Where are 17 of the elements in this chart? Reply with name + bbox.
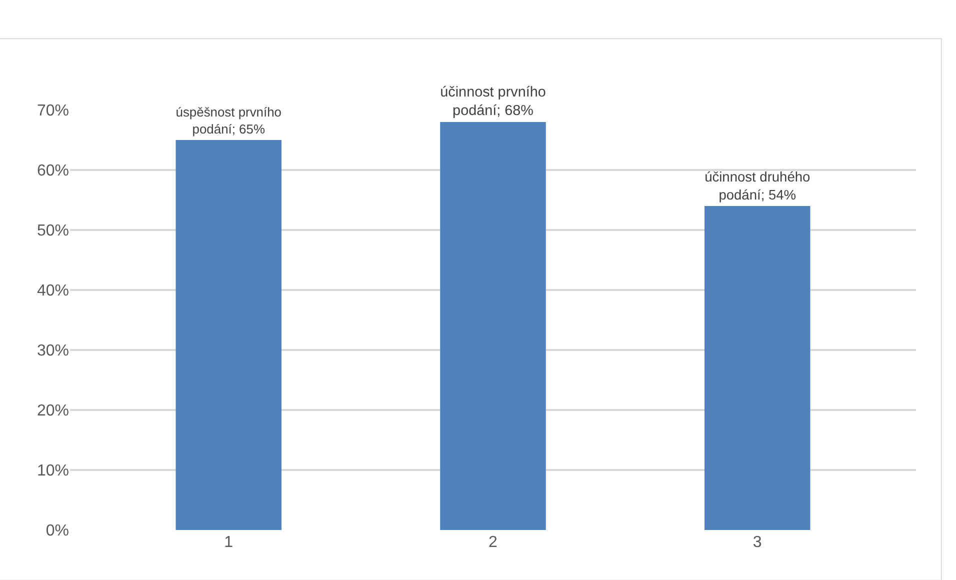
bar [704, 206, 810, 530]
bar [440, 122, 546, 530]
data-label: účinnost druhého podání; 54% [704, 169, 811, 202]
y-tick-label: 20% [36, 402, 69, 420]
y-tick-label: 70% [36, 102, 69, 120]
y-tick-label: 30% [36, 342, 69, 360]
x-tick-label: 3 [752, 534, 762, 551]
y-tick-label: 40% [36, 282, 69, 300]
y-tick-label: 10% [36, 462, 69, 480]
y-tick-label: 0% [46, 522, 69, 540]
x-tick-label: 2 [488, 534, 498, 551]
data-label: úspěšnost prvního podání; 65% [176, 104, 282, 137]
bar [176, 140, 282, 530]
y-tick-label: 60% [36, 162, 69, 180]
x-tick-label: 1 [224, 534, 234, 551]
data-label: účinnost prvního podání; 68% [440, 84, 546, 120]
y-tick-label: 50% [36, 222, 69, 240]
